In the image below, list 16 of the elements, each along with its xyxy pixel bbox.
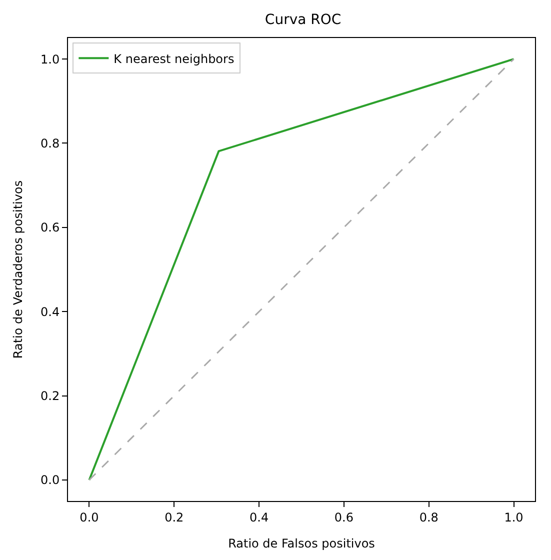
y-tick-label: 0.6 (40, 220, 60, 235)
x-tick-label: 0.0 (80, 510, 99, 524)
y-tick-label: 0.0 (40, 473, 60, 488)
y-tick-label: 0.8 (40, 136, 60, 150)
legend-label: K nearest neighbors (114, 52, 234, 66)
x-tick-label: 0.6 (334, 510, 354, 524)
x-axis-title: Ratio de Falsos positivos (228, 536, 375, 550)
y-tick-label: 0.2 (40, 388, 60, 403)
chart-title: Curva ROC (264, 12, 342, 28)
x-tick-label: 0.4 (250, 510, 269, 524)
y-tick-label: 0.4 (40, 304, 60, 319)
y-tick-label: 1.0 (40, 52, 60, 66)
x-tick-label: 0.2 (164, 510, 184, 524)
y-axis-title: Ratio de Verdaderos positivos (10, 180, 25, 359)
x-tick-label: 0.8 (419, 510, 438, 524)
x-tick-label: 1.0 (504, 510, 524, 524)
